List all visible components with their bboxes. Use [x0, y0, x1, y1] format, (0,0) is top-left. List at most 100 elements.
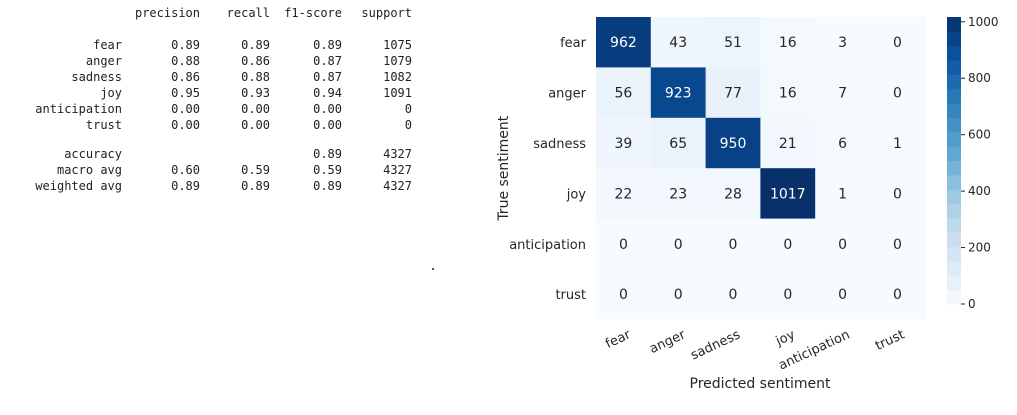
colorbar-segment — [947, 203, 961, 219]
cell-value-label: 0 — [674, 287, 683, 303]
report-cell-precision: 0.95 — [171, 86, 200, 100]
report-cell-support: 1075 — [383, 38, 412, 52]
cell-value-label: 0 — [838, 287, 847, 303]
cell-value-label: 0 — [893, 287, 902, 303]
colorbar-segment — [947, 260, 961, 276]
report-cell-precision: 0.88 — [171, 54, 200, 68]
report-cell-f1: 0.89 — [313, 179, 342, 193]
heatmap-cell — [596, 168, 652, 220]
heatmap-cell — [815, 117, 871, 169]
report-cell-support: 4327 — [383, 147, 412, 161]
heatmap-cell — [650, 17, 707, 68]
heatmap-cell — [870, 117, 926, 169]
heatmap-cell — [760, 117, 816, 169]
report-cell-recall: 0.00 — [241, 118, 270, 132]
report-row-label: anger — [85, 54, 122, 68]
heatmap-cell — [650, 218, 707, 270]
colorbar-segment — [947, 103, 961, 118]
report-cell-recall: 0.00 — [241, 102, 270, 116]
heatmap-cell — [650, 117, 707, 169]
report-cell-f1: 0.00 — [313, 102, 342, 116]
x-tick-label: sadness — [689, 327, 743, 363]
report-cell-f1: 0.89 — [313, 147, 342, 161]
heatmap-cell — [760, 269, 816, 320]
x-tick-label: trust — [873, 327, 907, 354]
heatmap-cell — [870, 67, 926, 119]
report-cell-support: 1091 — [383, 86, 412, 100]
report-cell-precision: 0.86 — [171, 70, 200, 84]
report-cell-precision: 0.89 — [171, 179, 200, 193]
report-cell-f1: 0.00 — [313, 118, 342, 132]
cell-value-label: 1 — [838, 186, 847, 202]
colorbar-segment — [947, 31, 961, 47]
colorbar-segment — [947, 246, 961, 262]
cell-value-label: 16 — [779, 86, 797, 102]
colorbar-tick-label: 400 — [968, 184, 991, 198]
y-tick-label: joy — [566, 187, 587, 202]
heatmap-cell — [760, 67, 816, 119]
report-column-header: recall — [226, 6, 270, 20]
heatmap-cell — [815, 168, 871, 220]
colorbar-segment — [947, 45, 961, 61]
cell-value-label: 0 — [619, 287, 628, 303]
report-row-label: trust — [85, 118, 122, 132]
heatmap-cell — [815, 269, 871, 320]
report-cell-recall: 0.88 — [241, 70, 270, 84]
report-cell-support: 0 — [404, 102, 412, 116]
report-cell-recall: 0.93 — [241, 86, 270, 100]
report-row-label: accuracy — [64, 147, 122, 161]
cell-value-label: 21 — [779, 136, 797, 152]
report-cell-recall: 0.59 — [241, 163, 270, 177]
colorbar-segment — [947, 17, 961, 32]
report-row: accuracy 0.89 4327 — [0, 146, 420, 162]
report-row: anger 0.88 0.86 0.87 1079 — [0, 53, 420, 69]
cell-value-label: 923 — [665, 86, 692, 102]
report-cell-recall: 0.89 — [241, 179, 270, 193]
colorbar-tick-label: 1000 — [968, 15, 999, 29]
report-column-header: f1-score — [284, 6, 342, 20]
report-cell-f1: 0.87 — [313, 54, 342, 68]
heatmap-cell — [870, 218, 926, 270]
colorbar-segment — [947, 74, 961, 90]
cell-value-label: 0 — [893, 186, 902, 202]
cell-value-label: 0 — [783, 237, 792, 253]
y-tick-label: fear — [560, 36, 587, 51]
report-cell-support: 4327 — [383, 179, 412, 193]
report-cell-f1: 0.89 — [313, 38, 342, 52]
heatmap-cell — [760, 17, 816, 68]
cell-value-label: 950 — [720, 136, 747, 152]
heatmap-cell — [650, 67, 707, 119]
heatmap-cell — [705, 17, 761, 68]
heatmap-cell — [815, 218, 871, 270]
report-cell-support: 1079 — [383, 54, 412, 68]
report-cell-precision: 0.60 — [171, 163, 200, 177]
cell-value-label: 0 — [729, 237, 738, 253]
x-tick-label: fear — [603, 327, 633, 352]
colorbar-segment — [947, 217, 961, 233]
colorbar-segment — [947, 275, 961, 291]
cell-value-label: 1 — [893, 136, 902, 152]
heatmap-cell — [650, 168, 707, 220]
report-cell-precision: 0.00 — [171, 118, 200, 132]
x-tick-label: joy — [773, 327, 798, 349]
heatmap-cell — [596, 269, 652, 320]
colorbar-segment — [947, 131, 961, 147]
report-cell-precision: 0.00 — [171, 102, 200, 116]
report-row: weighted avg 0.89 0.89 0.89 4327 — [0, 178, 420, 194]
colorbar-segment — [947, 189, 961, 205]
heatmap-cell — [596, 117, 652, 169]
heatmap-cell — [596, 67, 652, 119]
report-cell-recall: 0.86 — [241, 54, 270, 68]
cell-value-label: 0 — [674, 237, 683, 253]
report-cell-recall: 0.89 — [241, 38, 270, 52]
report-row-label: joy — [100, 86, 122, 100]
heatmap-cell — [760, 168, 816, 220]
cell-value-label: 0 — [729, 287, 738, 303]
cell-value-label: 43 — [669, 35, 687, 51]
report-column-header: support — [361, 6, 412, 20]
report-row-label: macro avg — [56, 163, 122, 177]
cell-value-label: 962 — [610, 35, 637, 51]
heatmap-cell — [870, 17, 926, 68]
cell-value-label: 0 — [783, 287, 792, 303]
